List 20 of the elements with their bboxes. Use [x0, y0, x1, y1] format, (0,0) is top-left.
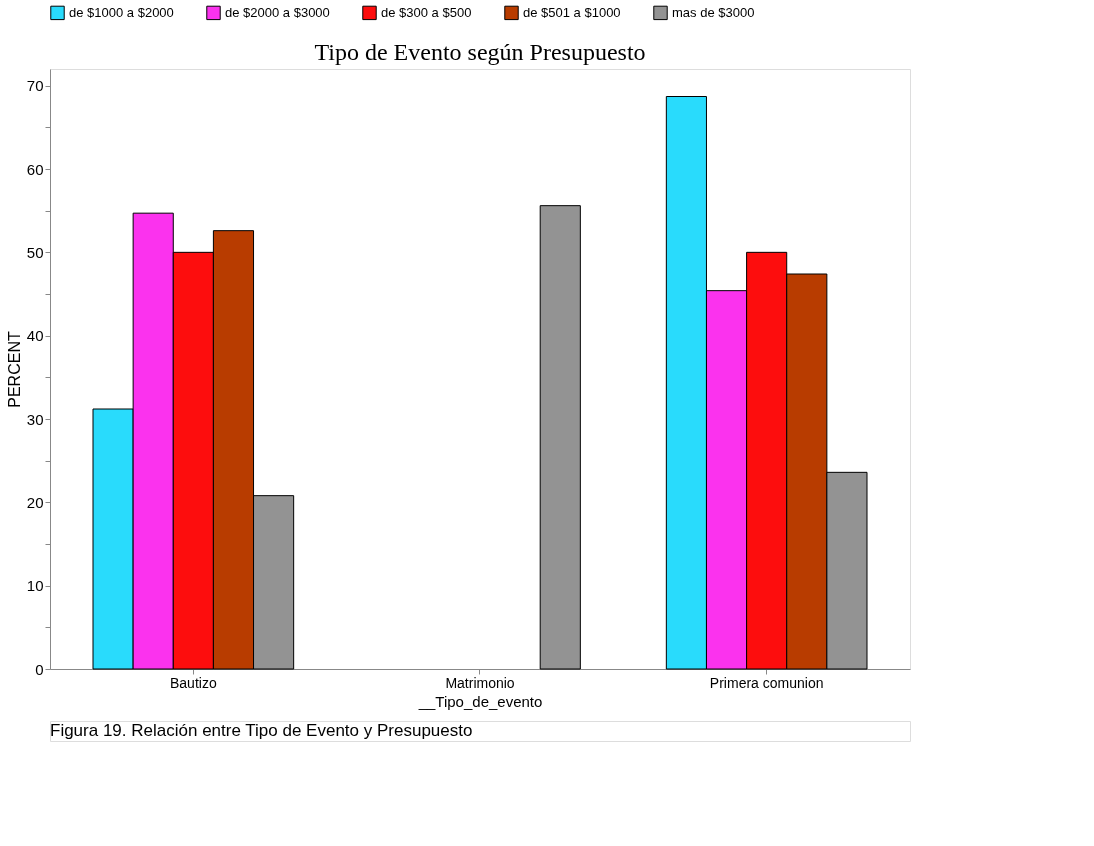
legend-label: de $2000 a $3000 [225, 4, 330, 20]
text: Figura 19. Relación entre Tipo de Evento y Presupuesto [50, 721, 473, 740]
y-tick-label: 10 [26, 577, 44, 595]
chart-title: Tipo de Evento según Presupuesto [314, 39, 646, 65]
legend-label: mas de $3000 [672, 4, 755, 20]
legend-label: de $501 a $1000 [523, 4, 621, 20]
x-axis-title: __Tipo_de_evento [417, 692, 543, 710]
y-tick-label: 20 [26, 493, 44, 511]
x-tick-label: Bautizo [169, 674, 217, 691]
y-tick-label: 40 [26, 327, 44, 345]
y-tick-label: 60 [26, 160, 44, 178]
legend-label: de $1000 a $2000 [69, 4, 174, 20]
y-tick-label: 70 [26, 77, 44, 95]
legend-label: de $300 a $500 [381, 4, 472, 20]
x-tick-label: Matrimonio [445, 674, 515, 691]
y-tick-label: 0 [35, 660, 44, 678]
y-tick-label: 50 [26, 243, 44, 261]
y-tick-label: 30 [26, 410, 44, 428]
y-axis-title: PERCENT [5, 331, 23, 408]
x-tick-label: Primera comunion [709, 674, 824, 691]
